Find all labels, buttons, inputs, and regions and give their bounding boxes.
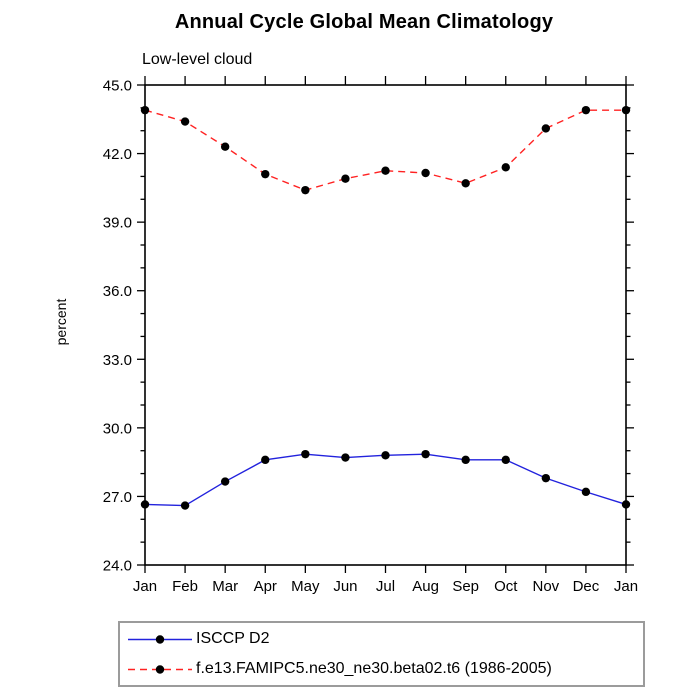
x-tick-label: Jun — [333, 578, 357, 595]
legend-item-model: f.e13.FAMIPC5.ne30_ne30.beta02.t6 (1986-… — [127, 654, 552, 684]
data-point-marker — [220, 142, 230, 151]
data-point-marker — [301, 449, 310, 459]
legend: ISCCP D2 f.e13.FAMIPC5.ne30_ne30.beta02.… — [118, 621, 645, 687]
series-line-0 — [144, 453, 627, 507]
x-tick-label: Oct — [494, 578, 518, 595]
data-point-marker — [220, 477, 230, 486]
x-tick-label: Aug — [412, 578, 439, 595]
legend-label: f.e13.FAMIPC5.ne30_ne30.beta02.t6 (1986-… — [196, 660, 552, 677]
data-point-marker — [461, 179, 470, 188]
y-tick-label: 42.0 — [103, 146, 132, 163]
data-point-marker — [581, 105, 591, 115]
y-tick-label: 36.0 — [103, 283, 132, 300]
data-point-marker — [180, 501, 190, 510]
plot-frame — [144, 84, 627, 566]
data-point-marker — [621, 500, 631, 509]
data-point-marker — [381, 166, 390, 175]
y-tick-label: 24.0 — [103, 558, 132, 575]
legend-label: ISCCP D2 — [196, 630, 270, 647]
x-tick-label: May — [291, 578, 320, 595]
data-point-marker — [501, 163, 510, 172]
data-point-marker — [501, 455, 510, 465]
y-tick-label: 39.0 — [103, 215, 132, 232]
data-point-marker — [461, 455, 470, 465]
data-point-marker — [421, 449, 430, 459]
data-point-marker — [261, 169, 270, 179]
x-tick-label: Sep — [452, 578, 479, 595]
data-point-marker — [180, 117, 190, 126]
data-point-marker — [301, 185, 310, 195]
x-tick-label: Jul — [376, 578, 395, 595]
legend-line-sample-dashed — [128, 664, 192, 674]
y-tick-label: 33.0 — [103, 352, 132, 369]
x-tick-label: Mar — [212, 578, 238, 595]
chart-title: Annual Cycle Global Mean Climatology — [174, 11, 554, 33]
x-tick-label: Jan — [133, 578, 157, 595]
x-tick-label: Apr — [254, 578, 277, 595]
data-point-marker — [341, 453, 350, 462]
y-tick-label: 45.0 — [103, 78, 132, 95]
data-point-marker — [140, 105, 150, 115]
data-point-marker — [341, 174, 350, 183]
chart-subtitle: Low-level cloud — [142, 51, 253, 68]
y-tick-label: 27.0 — [103, 489, 132, 506]
data-point-marker — [381, 451, 390, 460]
x-tick-label: Dec — [573, 578, 600, 595]
x-tick-label: Jan — [614, 578, 638, 595]
y-tick-label: 30.0 — [103, 420, 132, 437]
data-point-marker — [541, 473, 551, 483]
series-line-1 — [144, 109, 626, 191]
legend-line-sample-solid — [128, 634, 192, 644]
data-point-marker — [140, 500, 150, 509]
data-point-marker — [541, 124, 551, 133]
data-point-marker — [581, 487, 591, 497]
x-tick-label: Feb — [172, 578, 198, 595]
data-point-marker — [621, 105, 631, 115]
legend-item-isccp-d2: ISCCP D2 — [127, 624, 270, 654]
x-tick-label: Nov — [532, 578, 559, 595]
data-point-marker — [421, 168, 430, 178]
data-point-marker — [261, 455, 270, 465]
